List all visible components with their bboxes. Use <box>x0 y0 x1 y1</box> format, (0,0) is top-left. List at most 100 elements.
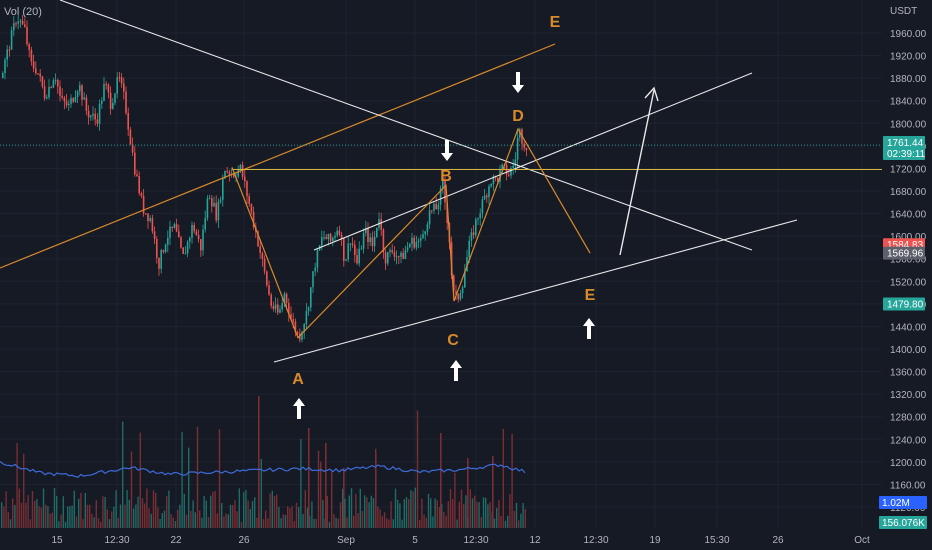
volume-bar <box>119 504 122 528</box>
volume-bar <box>430 498 432 528</box>
volume-bar <box>258 396 260 528</box>
volume-bar <box>216 513 218 528</box>
candle-body <box>136 174 138 176</box>
wave-label-d: D <box>512 108 524 125</box>
candle-body <box>252 211 255 227</box>
candle-body <box>246 181 248 197</box>
volume-bar <box>236 511 238 528</box>
descending-trendline <box>59 0 753 251</box>
candle-body <box>404 250 407 259</box>
volume-bar <box>386 518 388 528</box>
volume-bar <box>194 512 196 528</box>
candle-body <box>391 250 393 253</box>
candle-body <box>213 203 215 207</box>
candle-body <box>490 183 492 187</box>
volume-bar <box>513 510 515 528</box>
volume-bar <box>440 433 442 528</box>
volume-indicator-label[interactable]: Vol (20) <box>4 6 42 18</box>
candle-body <box>431 210 433 212</box>
candle-body <box>345 259 347 261</box>
candle-body <box>488 186 490 198</box>
y-tick-label: 1240.00 <box>890 435 927 446</box>
volume-bar <box>166 496 168 528</box>
candle-body <box>486 195 488 198</box>
volume-bar <box>86 504 89 528</box>
volume-bar <box>150 513 152 528</box>
volume-bar <box>254 497 256 528</box>
volume-bar <box>214 490 216 528</box>
volume-bar <box>328 521 331 528</box>
volume-bar <box>357 513 359 528</box>
volume-bar <box>1 502 3 528</box>
volume-bar <box>218 429 221 528</box>
candle-body <box>30 49 33 62</box>
volume-bar <box>170 514 172 528</box>
candle-body <box>204 218 206 230</box>
volume-bar <box>463 504 465 528</box>
candle-body <box>138 175 140 194</box>
volume-bar <box>337 518 339 528</box>
volume-bar <box>126 489 128 528</box>
volume-bar <box>489 502 491 528</box>
candle-body <box>43 86 46 99</box>
volume-bar <box>379 509 381 528</box>
volume-bar <box>414 487 416 528</box>
volume-bar <box>135 504 137 528</box>
candle-body <box>76 91 79 98</box>
candle-body <box>70 98 72 104</box>
price-badge <box>883 297 925 311</box>
candle-body <box>472 232 475 236</box>
volume-bar <box>152 490 155 528</box>
volume-bar <box>300 439 302 528</box>
volume-bar <box>247 500 249 528</box>
volume-bar <box>64 521 67 528</box>
volume-bar <box>172 517 174 528</box>
y-tick-label: 1200.00 <box>890 458 927 469</box>
candle-body <box>149 218 151 222</box>
candle-body <box>151 218 154 232</box>
candle-body <box>270 294 272 306</box>
volume-bar <box>361 510 364 528</box>
volume-bar <box>390 501 392 528</box>
candle-body <box>266 271 268 286</box>
volume-bar <box>335 517 337 528</box>
candle-body <box>459 293 462 300</box>
volume-bar <box>458 501 460 528</box>
y-tick-label: 1320.00 <box>890 390 927 401</box>
volume-bar <box>267 518 269 528</box>
candle-body <box>314 267 316 272</box>
candle-body <box>483 195 486 200</box>
x-tick-label: 5 <box>412 535 418 546</box>
candle-body <box>382 229 385 253</box>
volume-bar <box>100 521 102 528</box>
candle-body <box>6 49 8 60</box>
volume-bar <box>443 511 445 528</box>
candle-body <box>360 248 363 250</box>
volume-bar <box>148 508 150 528</box>
candle-body <box>186 241 189 254</box>
volume-bar <box>71 505 73 528</box>
volume-bar <box>383 512 386 528</box>
candle-body <box>248 196 250 205</box>
volume-bar <box>465 495 467 528</box>
candle-body <box>175 224 178 232</box>
candle-body <box>426 224 429 232</box>
candle-body <box>303 323 305 332</box>
candle-body <box>178 231 180 238</box>
candle-body <box>103 84 105 101</box>
volume-bar <box>40 507 42 528</box>
volume-bar <box>322 499 324 528</box>
candle-body <box>50 86 52 88</box>
up-arrow-icon <box>450 360 462 381</box>
volume-bar <box>412 491 414 528</box>
y-tick-label: 1280.00 <box>890 413 927 424</box>
candle-body <box>98 103 101 124</box>
volume-bar <box>190 510 192 528</box>
volume-bar <box>238 488 240 528</box>
volume-bar <box>45 504 47 528</box>
candle-body <box>296 332 299 334</box>
candle-body <box>362 233 365 249</box>
up-arrow-icon <box>583 318 595 339</box>
volume-bar <box>229 504 232 528</box>
